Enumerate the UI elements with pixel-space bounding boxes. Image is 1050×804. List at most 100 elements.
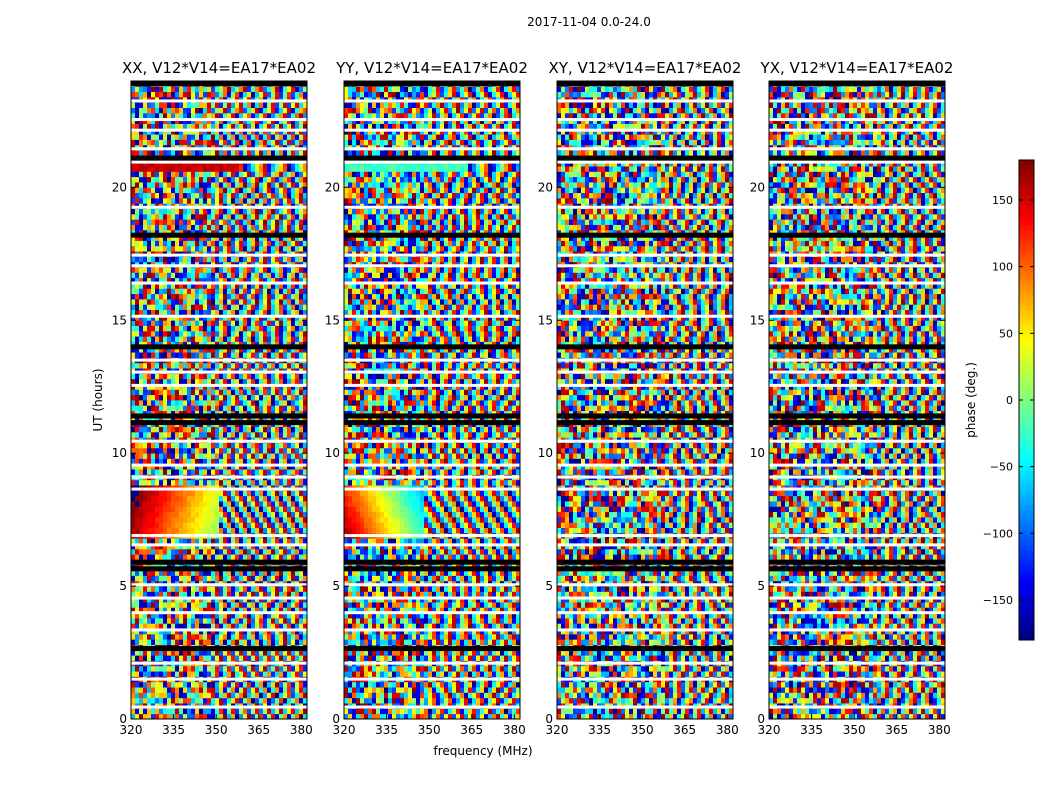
heatmap-cell [139,256,144,263]
heatmap-cell [243,501,248,507]
heatmap-cell [219,596,224,603]
heatmap-cell [135,586,140,592]
heatmap-cell [179,479,184,486]
heatmap-cell [251,298,256,305]
heatmap-cell [283,394,288,401]
heatmap-cell [243,543,248,550]
heatmap-cell [259,633,264,640]
heatmap-cell [231,192,236,199]
heatmap-cell [267,713,272,720]
heatmap-cell [255,501,260,507]
heatmap-cell [163,458,168,465]
heatmap-cell [235,527,240,534]
heatmap-cell [179,655,184,661]
heatmap-cell [251,309,256,316]
heatmap-cell [195,479,200,486]
heatmap-cell [139,591,144,598]
heatmap-cell [251,267,256,273]
heatmap-cell [175,267,180,273]
heatmap-cell [239,687,244,693]
heatmap-cell [263,352,268,358]
heatmap-cell [191,522,196,528]
heatmap-cell [271,591,276,598]
heatmap-cell [171,224,176,231]
heatmap-cell [267,591,272,598]
heatmap-cell [223,570,228,576]
heatmap-cell [199,267,204,273]
heatmap-cell [171,591,176,598]
heatmap-cell [131,527,136,534]
heatmap-cell [159,447,164,454]
heatmap-cell [259,298,264,305]
heatmap-cell [179,607,184,614]
heatmap-cell [287,501,292,507]
heatmap-cell [179,304,184,311]
heatmap-cell [219,575,224,582]
heatmap-cell [187,453,192,459]
heatmap-cell [175,240,180,247]
heatmap-cell [215,394,220,401]
heatmap-cell [219,298,224,305]
heatmap-cell [175,458,180,465]
heatmap-cell [267,267,272,273]
heatmap-cell [163,352,168,358]
heatmap-cell [275,447,280,454]
heatmap-cell [163,649,168,656]
heatmap-cell [203,490,208,497]
heatmap-cell [175,352,180,358]
heatmap-cell [187,649,192,656]
heatmap-cell [275,272,280,279]
heatmap-cell [227,570,232,576]
heatmap-cell [155,633,160,640]
heatmap-cell [295,602,300,608]
heatmap-cell [179,713,184,720]
heatmap-cell [139,352,144,358]
heatmap-cell [239,240,244,247]
heatmap-cell [143,192,148,199]
heatmap-cell [207,649,212,656]
heatmap-cell [243,506,248,513]
heatmap-cell [223,617,228,624]
heatmap-cell [255,495,260,502]
heatmap-cell [255,506,260,513]
heatmap-cell [259,192,264,199]
heatmap-cell [243,596,248,603]
heatmap-cell [243,256,248,263]
heatmap-cell [251,490,256,497]
heatmap-cell [175,617,180,624]
heatmap-cell [247,267,252,273]
heatmap-cell [151,139,156,146]
heatmap-cell [195,458,200,465]
heatmap-cell [259,267,264,273]
heatmap-cell [171,405,176,412]
heatmap-cell [263,405,268,412]
heatmap-cell [135,384,140,390]
heatmap-cell [171,527,176,534]
heatmap-cell [219,495,224,502]
heatmap-cell [231,272,236,279]
heatmap-cell [259,171,264,178]
heatmap-cell [235,150,240,156]
heatmap-cell [211,362,216,369]
heatmap-cell [151,554,156,560]
heatmap-cell [151,197,156,204]
heatmap-cell [163,166,168,172]
heatmap-cell [255,575,260,582]
heatmap-cell [287,400,292,406]
heatmap-cell [283,166,288,172]
heatmap-cell [251,543,256,550]
heatmap-cell [199,176,204,183]
heatmap-cell [207,538,212,544]
heatmap-cell [255,655,260,661]
heatmap-cell [239,596,244,603]
heatmap-cell [255,298,260,305]
heatmap-cell [263,602,268,608]
heatmap-cell [255,617,260,624]
heatmap-cell [263,176,268,183]
heatmap-cell [243,697,248,704]
heatmap-cell [211,607,216,614]
heatmap-cell [159,681,164,688]
heatmap-cell [131,554,136,560]
heatmap-cell [215,288,220,295]
